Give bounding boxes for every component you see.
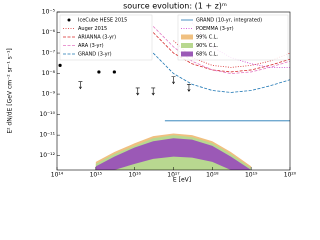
data-point [58,63,62,68]
legend-label: GRAND (10-yr, integrated) [196,18,262,24]
data-point [112,70,116,74]
y-tick-label: 10⁻¹¹ [39,132,55,139]
legend-label: 68% C.L. [196,52,219,58]
sensitivity-curve [152,26,290,74]
legend: IceCube HESE 2015 Auger 2015 ARIANNA (3-yr… [63,18,262,58]
y-tick-label: 10⁻¹⁰ [39,111,55,118]
y-tick-label: 10⁻⁹ [42,91,56,98]
y-axis-label: E² dN/dE [GeV cm⁻² sr⁻¹ s⁻¹] [7,48,14,133]
x-tick-label: 10¹⁸ [206,172,219,179]
y-tick-label: 10⁻⁵ [42,9,56,16]
chart-title: source evolution: (1 + z)ᵐ [123,2,227,11]
legend-label: POEMMA (3-yr) [196,26,234,32]
y-tick-label: 10⁻⁷ [42,50,56,57]
y-tick-label: 10⁻⁸ [42,70,56,77]
legend-label: 90% C.L. [196,43,219,49]
chart: source evolution: (1 + z)ᵐ E [eV] E² dN/… [7,2,297,184]
legend-swatch [181,34,193,40]
legend-label: IceCube HESE 2015 [78,18,127,24]
upper-limit-arrow [186,83,191,92]
y-tick-label: 10⁻⁶ [42,29,56,36]
legend-label: ARIANNA (3-yr) [78,35,116,41]
confidence-band [95,138,252,170]
legend-marker [67,18,71,22]
x-tick-label: 10¹⁴ [51,172,64,179]
legend-box [177,14,289,61]
plot-area [95,22,290,170]
sensitivity-curve [152,32,290,73]
x-tick-label: 10¹⁵ [90,172,103,179]
upper-limit-arrow [135,87,140,96]
upper-limit-arrow [78,81,83,90]
legend-label: 99% C.L. [196,35,219,41]
sensitivity-curve [152,52,290,93]
upper-limit-arrow [171,76,176,85]
data-point [97,70,101,74]
y-tick-label: 10⁻¹² [39,152,55,159]
x-tick-label: 10¹⁶ [128,172,141,179]
legend-label: Auger 2015 [78,26,107,32]
legend-swatch [181,51,193,57]
x-tick-label: 10²⁰ [284,172,297,179]
x-tick-label: 10¹⁹ [245,172,258,179]
x-axis-label: E [eV] [173,177,191,184]
legend-label: ARA (3-yr) [78,43,104,49]
legend-label: GRAND (3-yr) [78,52,112,58]
legend-box [59,14,153,61]
upper-limit-arrow [151,87,156,96]
legend-swatch [181,43,193,48]
x-tick-label: 10¹⁷ [167,172,180,179]
